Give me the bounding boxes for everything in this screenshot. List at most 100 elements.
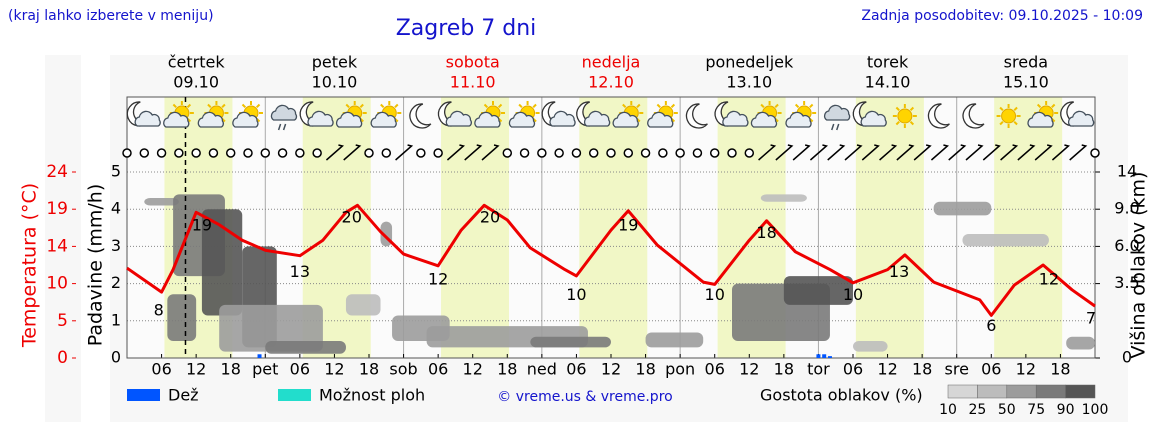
wind-calm — [675, 148, 685, 158]
day-name: torek — [867, 53, 909, 72]
x-tick-label: 12 — [324, 360, 344, 379]
wind-calm — [692, 148, 703, 158]
wind-calm — [277, 148, 288, 158]
temperature-tick-label: 19 — [46, 199, 68, 219]
x-tick-label: 12 — [739, 360, 759, 379]
sun-ray — [1013, 106, 1018, 112]
wind-calm — [139, 148, 150, 158]
temperature-label: 10 — [843, 285, 863, 304]
cloud-icon — [197, 111, 225, 128]
daylight-band — [994, 97, 1063, 358]
sun-ray — [359, 103, 364, 109]
cloud-scale-label: 90 — [1057, 402, 1075, 418]
y2-tick-label: 9.0 — [1114, 199, 1139, 218]
sun-ray — [909, 120, 915, 126]
cloud-icon — [370, 111, 397, 128]
sun-ray — [518, 103, 523, 109]
hint: (kraj lahko izberete v meniju) — [8, 8, 214, 24]
sun-ray — [656, 103, 661, 109]
plot-frame — [126, 96, 1096, 359]
y-tick-label: 0 — [111, 348, 121, 367]
cloud-icon — [508, 111, 536, 128]
sun-ray — [999, 106, 1004, 112]
cloud-icon — [860, 110, 887, 127]
moon-icon — [927, 103, 950, 129]
y-tick-label: 3 — [111, 236, 121, 255]
x-tick-label: 06 — [566, 360, 586, 379]
cloud-icon — [612, 111, 639, 128]
x-tick-label: 06 — [290, 360, 310, 379]
day-name: sobota — [446, 53, 500, 72]
sun-ray — [345, 103, 350, 109]
sun-ray — [794, 103, 800, 109]
x-tick-label: pon — [665, 360, 695, 379]
x-tick-label: 18 — [635, 360, 655, 379]
sun-ray — [999, 120, 1004, 126]
x-tick-label: 06 — [428, 360, 448, 379]
day-date: 15.10 — [1003, 73, 1049, 92]
sun-ray — [1036, 103, 1042, 109]
wind-barb — [1017, 144, 1036, 161]
sun-ray — [909, 106, 915, 112]
temperature-label: Temperatura (°C) — [19, 183, 41, 348]
wind-barb — [395, 144, 414, 161]
daylight-band — [441, 97, 510, 358]
wind-barb — [965, 144, 984, 161]
temperature-label: 13 — [889, 262, 909, 281]
precipitation-bar — [827, 356, 832, 358]
precipitation-bar — [257, 354, 262, 358]
cloud-icon — [647, 111, 674, 128]
day-name: ponedeljek — [705, 53, 794, 72]
cloud-cell — [219, 304, 323, 352]
sun-icon — [897, 108, 913, 124]
cloud-scale-label: 100 — [1082, 402, 1109, 418]
sun-icon — [1001, 108, 1017, 124]
day-name: nedelja — [582, 53, 641, 72]
y2-axis-label: Višina oblakov (km) — [1128, 172, 1150, 359]
legend-label: Dež — [168, 386, 199, 405]
cloud-icon — [163, 111, 190, 128]
y-axis-label: Padavine (mm/h) — [85, 184, 107, 347]
temperature-tick-label: 5 — [57, 311, 68, 331]
y-tick-label: 5 — [111, 162, 121, 181]
wind-barb — [844, 144, 863, 161]
sun-ray — [670, 103, 676, 109]
y2-tick-label: 0 — [1122, 348, 1132, 367]
x-tick-label: sre — [945, 360, 969, 379]
wind-barb — [758, 144, 777, 161]
wind-barb — [464, 144, 483, 161]
cloud-scale-box — [1035, 384, 1066, 399]
x-tick-label: 18 — [221, 360, 241, 379]
wind-barb — [1069, 144, 1088, 161]
wind-calm — [156, 148, 167, 158]
temperature-label: 20 — [480, 208, 500, 227]
wind-calm — [502, 148, 513, 158]
source: © vreme.us & vreme.pro — [497, 389, 672, 405]
wind-calm — [208, 148, 219, 158]
precipitation-bar — [822, 354, 827, 358]
wind-calm — [709, 148, 720, 158]
sun-ray — [809, 103, 814, 109]
wind-calm — [260, 148, 271, 158]
cloud-cell — [530, 336, 611, 348]
temperature-label: 12 — [1039, 270, 1059, 289]
temperature-tick-label: 10 — [46, 274, 68, 294]
wind-barb — [775, 144, 794, 161]
cloud-icon — [722, 110, 749, 127]
cloud-icon — [1067, 110, 1095, 127]
wind-calm — [381, 148, 392, 158]
x-tick-label: 12 — [601, 360, 621, 379]
wind-calm — [588, 148, 599, 158]
wind-calm — [295, 148, 305, 158]
temperature-label: 20 — [342, 208, 362, 227]
x-tick-label: pet — [252, 360, 278, 379]
sun-ray — [636, 103, 641, 109]
wind-calm — [519, 148, 530, 158]
cloud-icon — [474, 111, 501, 128]
temperature-tick-label: 24 — [46, 162, 68, 182]
x-tick-label: 06 — [843, 360, 863, 379]
wind-barb — [827, 144, 846, 161]
y2-tick-label: 3.5 — [1114, 273, 1139, 292]
precipitation-bar — [816, 354, 821, 358]
wind-calm — [658, 148, 668, 158]
